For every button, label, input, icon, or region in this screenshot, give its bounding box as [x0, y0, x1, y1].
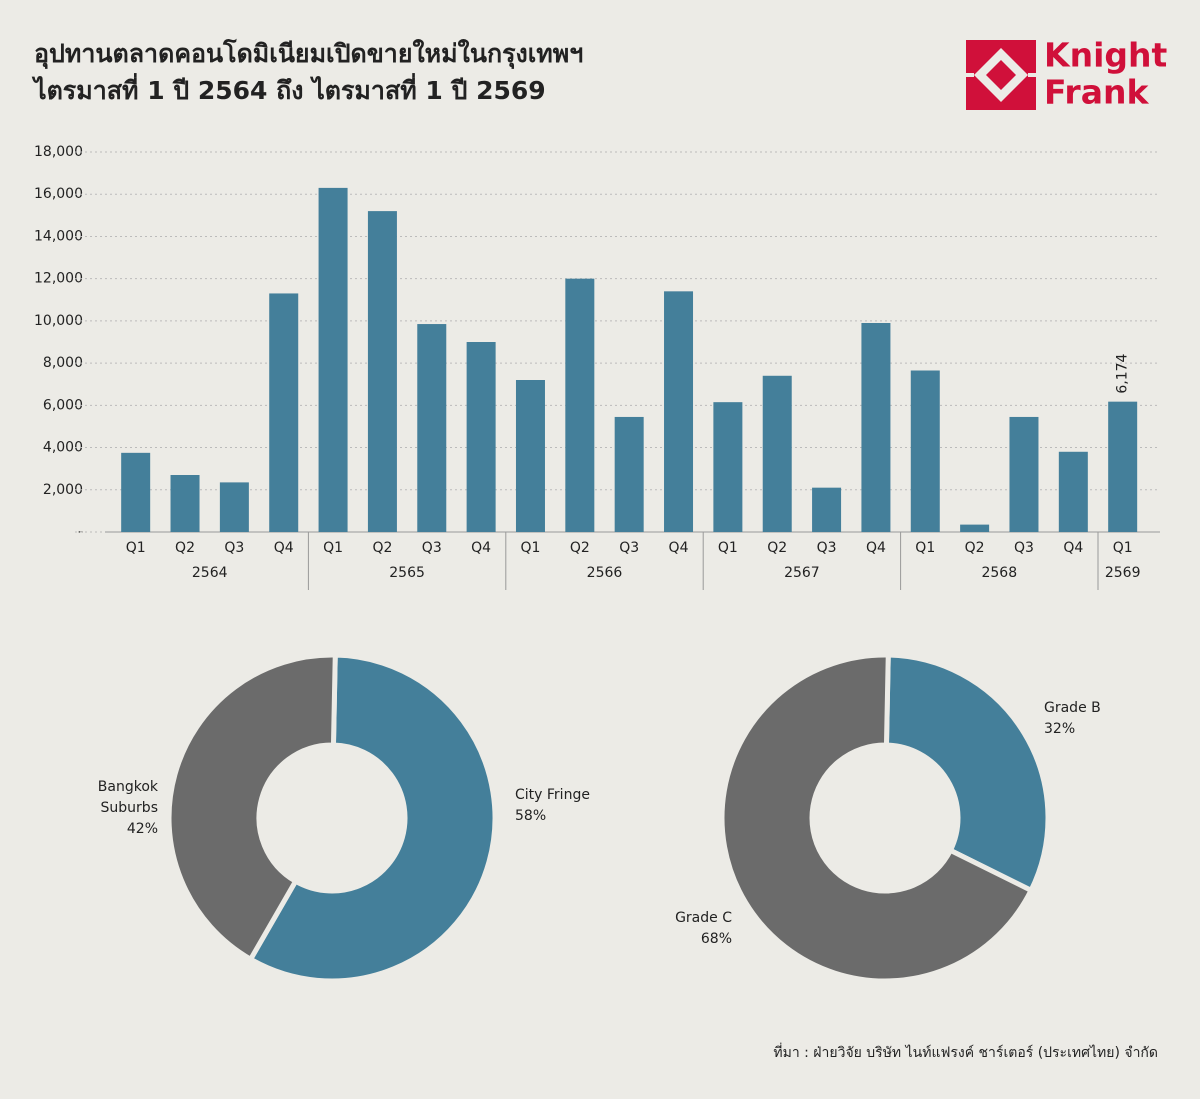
- logo-text: Frank: [1044, 73, 1149, 112]
- slice-label: Grade B 32%: [1044, 698, 1144, 740]
- source: ที่มา : ฝ่ายวิจัย บริษัท ไนท์แฟรงค์ ชาร์…: [773, 1043, 1158, 1061]
- bar: [565, 278, 595, 532]
- group-label: 2568: [981, 565, 1017, 581]
- bar: [812, 487, 842, 532]
- slice-name: Grade B: [1044, 700, 1101, 716]
- slice-name: City Fringe: [515, 787, 590, 803]
- bar: [762, 375, 792, 532]
- x-tick-label: Q1: [323, 540, 343, 556]
- data-label: 6,174: [1115, 353, 1131, 393]
- x-tick-label: Q1: [1113, 540, 1133, 556]
- group-label: 2566: [587, 565, 623, 581]
- bar: [861, 323, 891, 532]
- title-line: ไตรมาสที่ 1 ปี 2564 ถึง ไตรมาสที่ 1 ปี 2…: [31, 73, 546, 105]
- y-tick-label: 16,000: [34, 186, 83, 202]
- slice-label: Grade C 68%: [612, 908, 732, 950]
- bar: [1009, 416, 1039, 532]
- pie-slice: [883, 652, 1051, 894]
- y-tick-label: 10,000: [34, 313, 83, 329]
- x-tick-label: Q3: [817, 540, 837, 556]
- x-tick-label: Q2: [570, 540, 590, 556]
- bar: [1058, 451, 1088, 532]
- bar: [614, 416, 644, 532]
- bar: [219, 482, 249, 532]
- y-tick-label: 4,000: [43, 440, 83, 456]
- x-tick-label: Q4: [274, 540, 294, 556]
- slice-percent: 42%: [126, 821, 158, 837]
- x-tick-label: Q4: [471, 540, 491, 556]
- x-tick-label: Q1: [718, 540, 738, 556]
- bar: [367, 211, 397, 532]
- x-tick-label: Q3: [619, 540, 639, 556]
- group-label: 2567: [784, 565, 820, 581]
- x-tick-label: Q4: [866, 540, 886, 556]
- logo-text: Knight: [1044, 36, 1167, 75]
- pie-slice: [166, 652, 338, 963]
- y-tick-label: 18,000: [34, 144, 83, 160]
- bar: [269, 293, 299, 532]
- y-tick-label: 14,000: [34, 228, 83, 244]
- y-tick-label: 6,000: [43, 397, 83, 413]
- x-tick-label: Q2: [767, 540, 787, 556]
- pie-slice: [247, 652, 498, 984]
- bar: [960, 524, 990, 532]
- logo-mark: [966, 40, 1036, 110]
- title-line: อุปทานตลาดคอนโดมิเนียมเปิดขายใหม่ในกรุงเ…: [34, 38, 583, 70]
- bar: [515, 380, 545, 532]
- x-tick-label: Q3: [422, 540, 442, 556]
- bar: [1108, 401, 1138, 532]
- bar: [664, 291, 694, 532]
- x-tick-label: Q2: [372, 540, 392, 556]
- bar: [713, 402, 743, 532]
- bar: [466, 342, 496, 532]
- slice-percent: 32%: [1044, 721, 1076, 737]
- bar: [121, 452, 151, 532]
- x-tick-label: Q2: [175, 540, 195, 556]
- slice-label: Bangkok Suburbs 42%: [58, 777, 158, 840]
- slice-percent: 68%: [700, 931, 732, 947]
- pie-slice: [719, 652, 1035, 984]
- group-label: 2569: [1105, 565, 1141, 581]
- x-tick-label: Q1: [521, 540, 541, 556]
- x-tick-label: Q4: [1063, 540, 1083, 556]
- x-tick-label: Q3: [224, 540, 244, 556]
- bar: [417, 324, 447, 532]
- group-label: 2564: [192, 565, 228, 581]
- y-tick-label: 12,000: [34, 271, 83, 287]
- x-tick-label: Q1: [126, 540, 146, 556]
- bar: [170, 475, 200, 532]
- x-tick-label: Q3: [1014, 540, 1034, 556]
- slice-label: City Fringe 58%: [515, 785, 635, 827]
- group-label: 2565: [389, 565, 425, 581]
- x-tick-label: Q2: [965, 540, 985, 556]
- x-tick-label: Q4: [669, 540, 689, 556]
- slice-percent: 58%: [515, 808, 547, 824]
- x-tick-label: Q1: [915, 540, 935, 556]
- bar: [318, 187, 348, 532]
- bar: [910, 370, 940, 532]
- y-tick-label: 2,000: [43, 482, 83, 498]
- y-tick-label: 8,000: [43, 355, 83, 371]
- slice-name: Grade C: [675, 910, 732, 926]
- slice-name: Bangkok Suburbs: [97, 779, 158, 816]
